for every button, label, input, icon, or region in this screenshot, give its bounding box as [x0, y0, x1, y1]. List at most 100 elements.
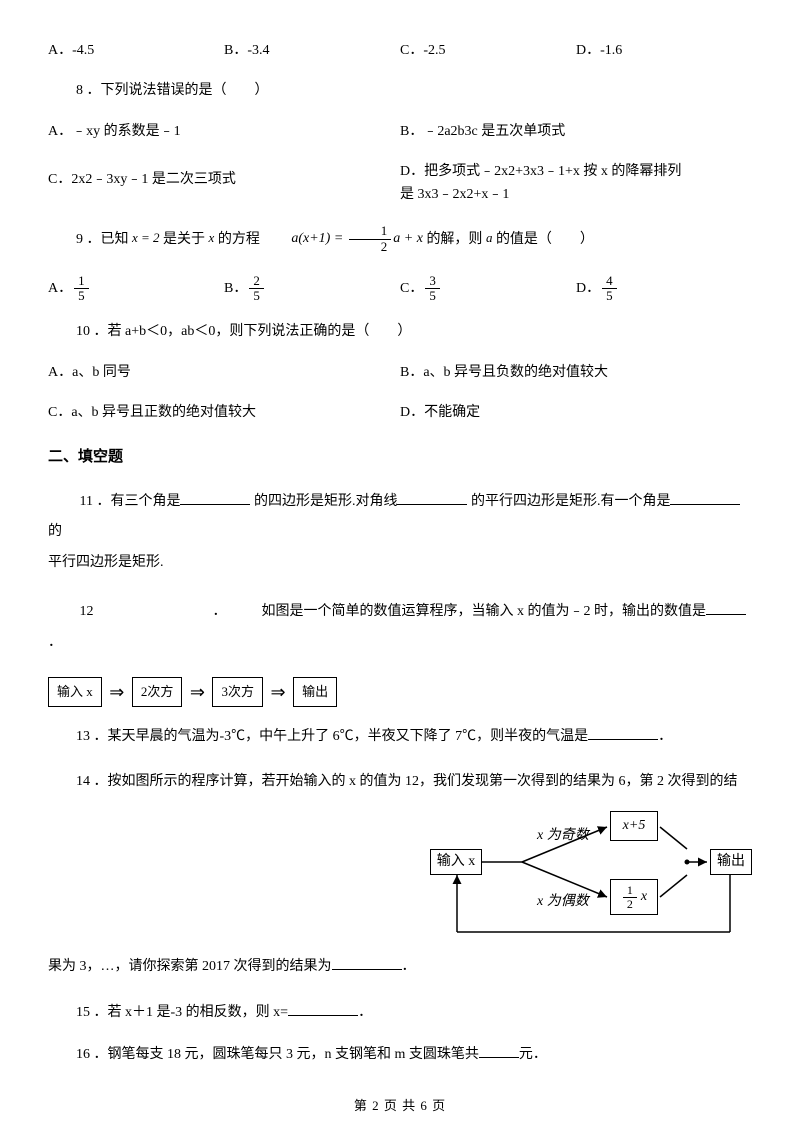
q11-p2: 的四边形是矩形.对角线: [254, 494, 398, 509]
q7-options: A．-4.5 B．-3.4 C．-2.5 D．-1.6: [48, 40, 752, 62]
q11: 11 ．有三个角是 的四边形是矩形.对角线 的平行四边形是矩形.有一个角是 的 …: [48, 487, 752, 579]
q9-opt-d-frac: 45: [602, 274, 617, 304]
q16: 16 ．钢笔每支 18 元，圆珠笔每只 3 元，n 支钢笔和 m 支圆珠笔共 元．: [48, 1043, 752, 1066]
fig-output-box: 输出: [710, 849, 752, 875]
q9-opt-b-frac: 25: [249, 274, 264, 304]
q15-blank: [288, 1001, 358, 1016]
page-footer: 第 2 页 共 6 页: [48, 1096, 752, 1117]
q9-frac-c-d: 5: [425, 289, 440, 303]
q12-num: 12: [80, 604, 94, 619]
q9-xeq: x = 2: [132, 230, 160, 245]
q12-tail: ．: [48, 635, 62, 650]
q13-body: 13 ．某天早晨的气温为-3℃，中午上升了 6℃，半夜又下降了 7℃，则半夜的气…: [76, 729, 588, 744]
q9-frac-d-d: 5: [602, 289, 617, 303]
q11-blank3: [670, 490, 740, 505]
q11-p3: 的平行四边形是矩形.有一个角是: [471, 494, 671, 509]
q16-blank: [479, 1043, 519, 1058]
q9-opt-a-frac: 15: [74, 274, 89, 304]
q11-p4: 的: [48, 524, 62, 539]
q14-figure: 输入 x x 为奇数 x 为偶数 x+5 12x 输出: [412, 797, 752, 942]
q8-options-row1: A．﹣xy 的系数是﹣1 B．﹣2a2b3c 是五次单项式: [48, 121, 752, 143]
q11-p1: 11 ．有三个角是: [80, 494, 181, 509]
q12: 12 ． 如图是一个简单的数值运算程序，当输入 x 的值为﹣2 时，输出的数值是…: [48, 597, 752, 659]
q8-opt-d-line2: 是 3x3﹣2x2+x﹣1: [400, 184, 752, 206]
q9-suffix: 的解，则: [426, 232, 482, 247]
flow-box-sq: 2次方: [132, 677, 183, 708]
q9-prefix: 9 ．已知: [76, 232, 129, 247]
q11-blank1: [180, 490, 250, 505]
q11-line2: 平行四边形是矩形.: [48, 555, 164, 570]
q13: 13 ．某天早晨的气温为-3℃，中午上升了 6℃，半夜又下降了 7℃，则半夜的气…: [48, 725, 752, 748]
fig-add-box: x+5: [610, 811, 658, 841]
q10-opt-a: A．a、b 同号: [48, 362, 400, 384]
fig-input-box: 输入 x: [430, 849, 482, 875]
q9-avar: a: [486, 230, 493, 245]
q9-frac-a-n: 1: [74, 274, 89, 289]
q13-tail: ．: [658, 729, 672, 744]
q9-eq-frac: 12: [349, 224, 392, 254]
q11-blank2: [397, 490, 467, 505]
q8-opt-a: A．﹣xy 的系数是﹣1: [48, 121, 400, 143]
fig-half-x: x: [641, 882, 647, 913]
section-2-title: 二、填空题: [48, 445, 752, 469]
page-content: A．-4.5 B．-3.4 C．-2.5 D．-1.6 8 ．下列说法错误的是（…: [0, 0, 800, 1147]
arrow-icon: ⇒: [109, 678, 124, 707]
q9-mid2: 的方程: [218, 232, 260, 247]
fig-odd-label: x 为奇数: [537, 821, 589, 852]
q9-eq-right: a + x: [393, 231, 423, 246]
flow-box-cube: 3次方: [212, 677, 263, 708]
q9-opt-c-label: C．: [400, 281, 423, 296]
q10-options-row2: C．a、b 异号且正数的绝对值较大 D．不能确定: [48, 402, 752, 424]
q16-body: 16 ．钢笔每支 18 元，圆珠笔每只 3 元，n 支钢笔和 m 支圆珠笔共: [76, 1047, 479, 1062]
q13-blank: [588, 725, 658, 740]
q9-opt-c: C．35: [400, 274, 576, 304]
arrow-icon: ⇒: [190, 678, 205, 707]
q8-opt-b: B．﹣2a2b3c 是五次单项式: [400, 121, 752, 143]
fig-even-label: x 为偶数: [537, 887, 589, 918]
q15-body: 15 ．若 x＋1 是-3 的相反数，则 x=: [76, 1005, 288, 1020]
fig-half-n: 1: [623, 884, 637, 898]
q10-opt-b: B．a、b 异号且负数的绝对值较大: [400, 362, 752, 384]
q9-equation: a(x+1) = 12a + x: [263, 224, 423, 255]
q8-stem: 8 ．下列说法错误的是（ ）: [48, 80, 752, 102]
q7-opt-b: B．-3.4: [224, 40, 400, 62]
q8-opt-d-line1: D．把多项式﹣2x2+3x3﹣1+x 按 x 的降幂排列: [400, 161, 752, 183]
q8-options-row2: C．2x2﹣3xy﹣1 是二次三项式 D．把多项式﹣2x2+3x3﹣1+x 按 …: [48, 161, 752, 206]
q15: 15 ．若 x＋1 是-3 的相反数，则 x= ．: [48, 1001, 752, 1024]
q16-tail: 元．: [519, 1047, 547, 1062]
q9-options: A．15 B．25 C．35 D．45: [48, 274, 752, 304]
q14-line2: 果为 3，…，请你探索第 2017 次得到的结果为．: [48, 952, 752, 983]
q7-opt-a: A．-4.5: [48, 40, 224, 62]
q8-opt-d: D．把多项式﹣2x2+3x3﹣1+x 按 x 的降幂排列 是 3x3﹣2x2+x…: [400, 161, 752, 206]
q10-opt-c: C．a、b 异号且正数的绝对值较大: [48, 402, 400, 424]
q9-opt-c-frac: 35: [425, 274, 440, 304]
q9-opt-b: B．25: [224, 274, 400, 304]
q9-opt-b-label: B．: [224, 281, 247, 296]
q9-mid1: 是关于: [163, 232, 205, 247]
q12-dot: ．: [213, 604, 227, 619]
q9-tail: 的值是（ ）: [496, 232, 594, 247]
fig-half-d: 2: [623, 898, 637, 911]
q7-opt-d: D．-1.6: [576, 40, 752, 62]
q9-stem: 9 ．已知 x = 2 是关于 x 的方程 a(x+1) = 12a + x 的…: [48, 224, 752, 256]
q9-eq-frac-den: 2: [349, 240, 392, 254]
q9-opt-d: D．45: [576, 274, 752, 304]
q10-opt-d: D．不能确定: [400, 402, 752, 424]
q9-frac-a-d: 5: [74, 289, 89, 303]
q12-blank: [706, 600, 746, 615]
q9-opt-d-label: D．: [576, 281, 600, 296]
q14-blank: [332, 955, 402, 970]
flow-box-input: 输入 x: [48, 677, 102, 708]
q9-frac-d-n: 4: [602, 274, 617, 289]
flow-box-output: 输出: [293, 677, 337, 708]
q7-opt-c: C．-2.5: [400, 40, 576, 62]
q9-frac-b-n: 2: [249, 274, 264, 289]
q15-tail: ．: [358, 1005, 372, 1020]
q9-xvar: x: [209, 230, 215, 245]
q9-eq-left: a(x+1) =: [291, 231, 346, 246]
q9-eq-frac-num: 1: [349, 224, 392, 239]
fig-half-box: 12x: [610, 879, 658, 915]
q14: 14 ．按如图所示的程序计算，若开始输入的 x 的值为 12，我们发现第一次得到…: [48, 767, 752, 984]
q10-options-row1: A．a、b 同号 B．a、b 异号且负数的绝对值较大: [48, 362, 752, 384]
arrow-icon: ⇒: [270, 678, 285, 707]
